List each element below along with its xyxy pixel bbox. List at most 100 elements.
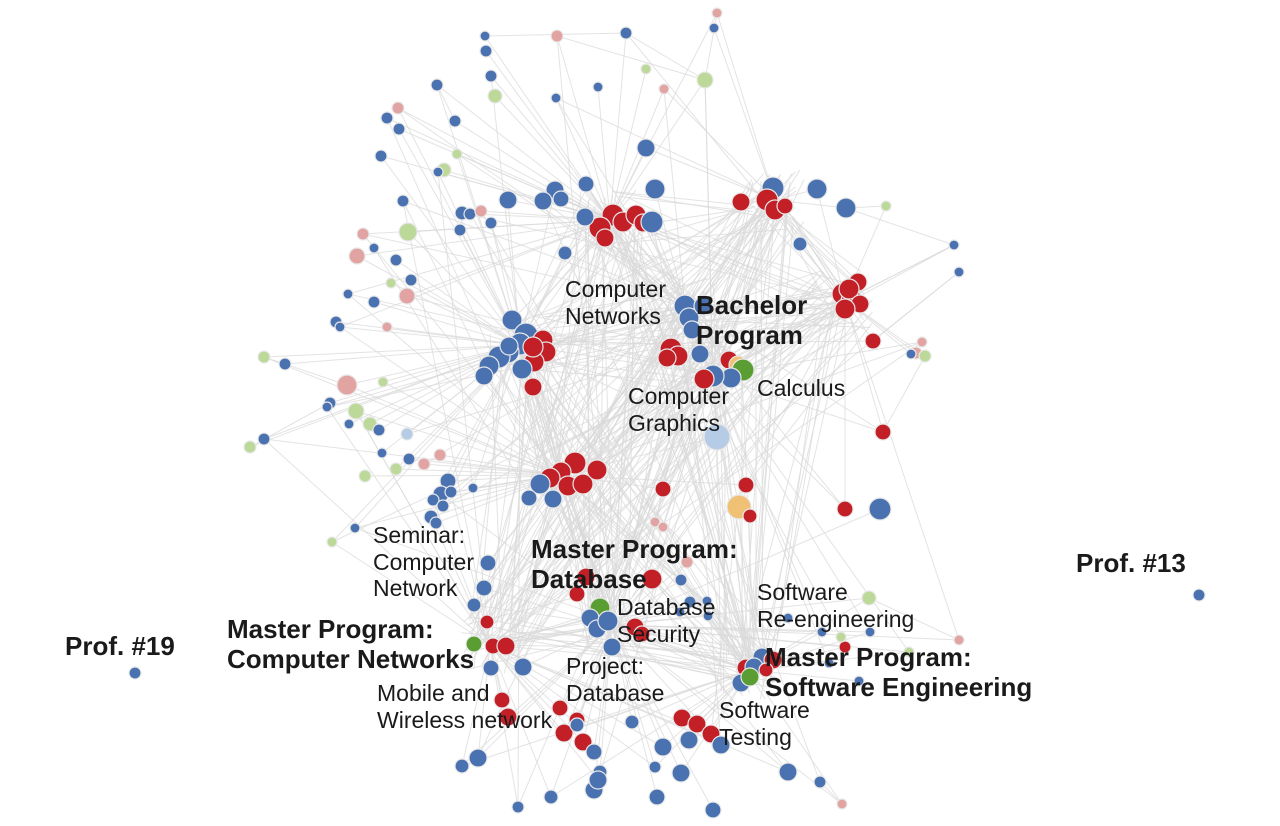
graph-node — [640, 210, 664, 234]
graph-edge — [545, 316, 819, 452]
graph-node — [740, 667, 760, 687]
graph-edge — [364, 474, 561, 477]
graph-edge — [489, 644, 552, 798]
graph-node — [619, 26, 633, 40]
graph-node — [349, 522, 361, 534]
graph-node — [633, 625, 651, 643]
graph-edge — [263, 356, 348, 386]
graph-edge — [749, 669, 843, 805]
graph-node — [569, 717, 585, 733]
graph-node — [711, 735, 731, 755]
graph-node — [853, 675, 865, 687]
graph-node — [654, 480, 672, 498]
graph-node — [479, 44, 493, 58]
graph-node — [823, 657, 835, 669]
graph-node — [687, 714, 707, 734]
graph-node — [693, 368, 715, 390]
graph-edge — [530, 315, 834, 373]
graph-edge — [614, 235, 696, 403]
graph-node — [380, 111, 394, 125]
graph-edge — [712, 375, 884, 433]
graph-edge — [539, 197, 755, 370]
graph-edge — [346, 384, 561, 476]
graph-node — [680, 555, 694, 569]
graph-node — [465, 635, 483, 653]
graph-node — [389, 253, 403, 267]
graph-node — [953, 634, 965, 646]
graph-node — [417, 457, 431, 471]
graph-node — [356, 227, 370, 241]
label-database-security: Database Security — [617, 594, 716, 647]
graph-node — [918, 349, 932, 363]
graph-node — [703, 423, 731, 451]
graph-node — [653, 737, 673, 757]
graph-edge — [651, 221, 686, 307]
graph-edge — [603, 223, 749, 618]
graph-node — [334, 321, 346, 333]
graph-edge — [555, 97, 776, 201]
graph-node — [463, 207, 477, 221]
graph-edge — [450, 344, 521, 493]
graph-node — [836, 798, 848, 810]
graph-node — [479, 554, 497, 572]
graph-node — [391, 101, 405, 115]
graph-edge — [559, 474, 774, 661]
label-mobile-wireless-network: Mobile and Wireless network — [377, 680, 553, 733]
graph-node — [577, 175, 595, 193]
graph-edge — [756, 277, 849, 678]
graph-node — [484, 216, 498, 230]
graph-node — [813, 775, 827, 789]
graph-node — [552, 190, 570, 208]
graph-edge — [468, 327, 846, 634]
graph-edge — [663, 88, 776, 201]
graph-node — [392, 122, 406, 136]
graph-node — [585, 743, 603, 761]
graph-edge — [373, 301, 521, 346]
graph-node — [400, 427, 414, 441]
graph-edge — [482, 182, 750, 664]
graph-node — [550, 29, 564, 43]
graph-edge — [514, 233, 606, 329]
graph-edge — [786, 219, 862, 290]
graph-edge — [611, 508, 881, 626]
graph-edge — [759, 274, 856, 700]
label-master-program-computer-networks: Master Program: Computer Networks — [227, 614, 475, 675]
graph-node — [543, 489, 563, 509]
graph-node — [381, 321, 393, 333]
node-layer — [128, 7, 1206, 819]
graph-node — [644, 178, 666, 200]
graph-edge — [710, 199, 776, 735]
graph-edge — [596, 621, 726, 651]
graph-edge — [594, 312, 828, 598]
graph-edge — [844, 244, 955, 301]
graph-node — [385, 277, 397, 289]
graph-node — [903, 646, 915, 658]
graph-node — [402, 452, 416, 466]
graph-edge — [556, 35, 706, 81]
graph-edge — [771, 327, 822, 675]
label-calculus: Calculus — [757, 375, 846, 401]
graph-edge — [611, 624, 960, 641]
graph-node — [649, 516, 661, 528]
graph-node — [348, 247, 366, 265]
graph-edge — [512, 202, 792, 655]
graph-node — [404, 273, 418, 287]
graph-edge — [684, 305, 884, 433]
graph-node — [554, 723, 574, 743]
graph-node — [588, 770, 608, 790]
graph-edge — [494, 95, 611, 221]
graph-node — [433, 448, 447, 462]
graph-edge — [506, 187, 754, 648]
graph-node — [511, 358, 533, 380]
graph-edge — [524, 293, 817, 350]
graph-node — [474, 366, 494, 386]
graph-edge — [687, 332, 695, 384]
graph-node — [874, 423, 892, 441]
graph-node — [880, 200, 892, 212]
graph-node — [834, 298, 856, 320]
graph-edge — [326, 299, 846, 408]
graph-node — [778, 762, 798, 782]
graph-edge — [609, 79, 706, 221]
graph-edge — [609, 12, 718, 221]
